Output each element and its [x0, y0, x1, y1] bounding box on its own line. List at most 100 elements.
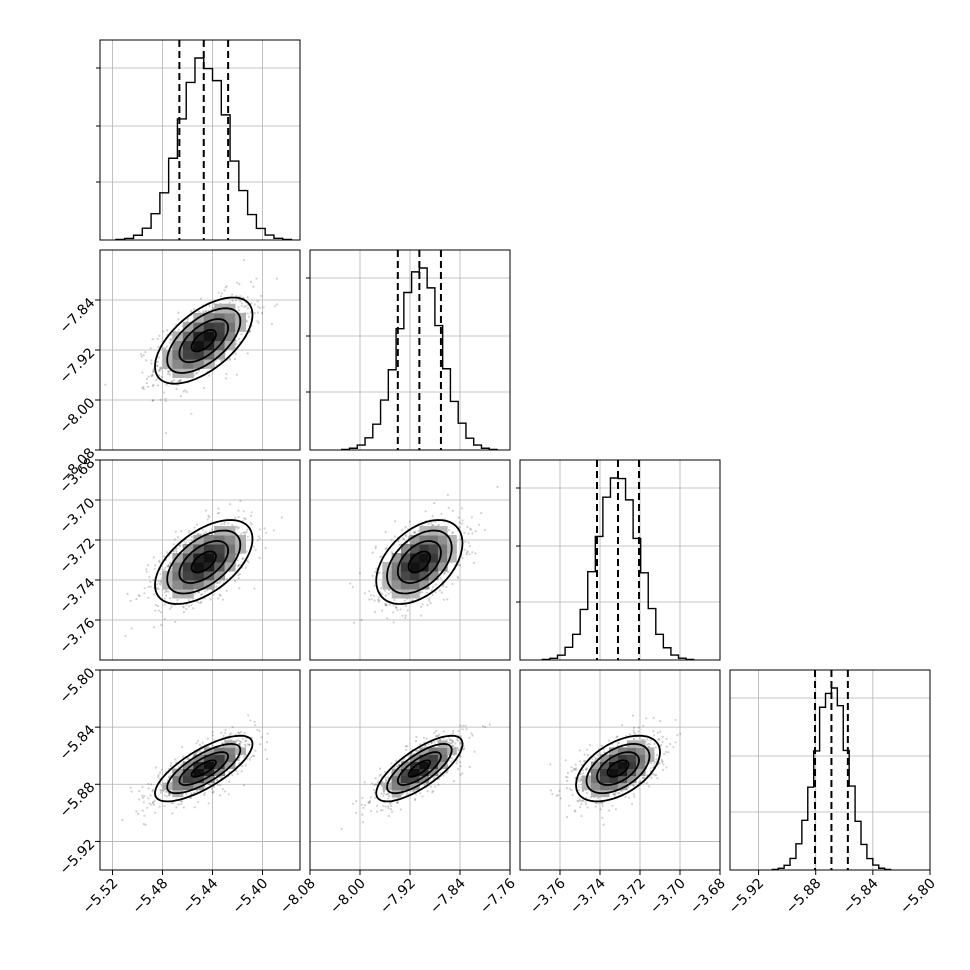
scatter-point	[397, 540, 400, 543]
scatter-point	[256, 539, 259, 542]
scatter-point	[179, 379, 182, 382]
scatter-point	[243, 531, 246, 534]
scatter-point	[148, 576, 151, 579]
scatter-point	[163, 804, 166, 808]
scatter-point	[157, 775, 160, 778]
scatter-point	[237, 731, 240, 734]
scatter-point	[470, 732, 473, 735]
scatter-point	[249, 280, 252, 284]
scatter-point	[419, 792, 422, 795]
scatter-point	[437, 783, 440, 786]
scatter-point	[152, 593, 156, 596]
scatter-point	[250, 756, 253, 759]
scatter-point	[236, 772, 239, 776]
scatter-point	[180, 803, 183, 806]
density-cells	[382, 740, 457, 798]
scatter-point	[385, 778, 388, 782]
scatter-point	[237, 564, 240, 567]
scatter-point	[422, 736, 426, 739]
density-cell	[193, 359, 205, 369]
scatter-point	[153, 626, 156, 629]
scatter-point	[235, 373, 239, 376]
density-cell	[193, 340, 205, 351]
scatter-point	[480, 511, 483, 515]
scatter-point	[170, 380, 173, 384]
scatter-point	[166, 795, 169, 798]
scatter-point	[354, 811, 357, 814]
scatter-point	[211, 730, 214, 733]
scatter-point	[238, 572, 241, 576]
scatter-point	[197, 310, 200, 313]
scatter-point	[433, 502, 436, 505]
scatter-point	[219, 794, 222, 797]
scatter-point	[465, 553, 468, 556]
scatter-point	[463, 548, 466, 551]
scatter-point	[143, 794, 146, 798]
scatter-point	[167, 590, 170, 593]
scatter-point	[163, 555, 166, 558]
scatter-point	[439, 577, 442, 580]
scatter-point	[421, 795, 424, 798]
scatter-point	[404, 616, 407, 620]
scatter-point	[273, 305, 276, 308]
scatter-point	[199, 297, 202, 300]
scatter-point	[392, 611, 395, 614]
scatter-point	[661, 761, 664, 764]
scatter-point	[147, 596, 150, 600]
scatter-point	[223, 522, 226, 526]
scatter-point	[185, 793, 188, 796]
scatter-point	[180, 745, 184, 749]
scatter-point	[391, 810, 394, 813]
scatter-point	[256, 320, 259, 323]
scatter-point	[374, 796, 377, 799]
scatter-point	[151, 399, 155, 402]
density-cell	[224, 312, 236, 323]
scatter-point	[142, 388, 146, 391]
scatter-point	[216, 783, 219, 787]
scatter-point	[154, 609, 157, 612]
panel-frame	[519, 459, 721, 661]
scatter-point	[262, 306, 265, 309]
scatter-point	[241, 737, 244, 740]
scatter-point	[429, 785, 432, 788]
scatter-point	[156, 364, 159, 367]
scatter-point	[141, 371, 144, 374]
scatter-point	[152, 578, 155, 582]
scatter-point	[272, 529, 275, 532]
scatter-point	[215, 363, 218, 367]
scatter-point	[376, 804, 379, 808]
scatter-point	[257, 305, 260, 308]
scatter-point	[218, 511, 221, 514]
scatter-point	[216, 778, 219, 782]
scatter-point	[253, 720, 256, 724]
scatter-point	[178, 545, 182, 548]
scatter-point	[466, 525, 469, 529]
scatter-point	[250, 523, 253, 526]
scatter-point	[147, 375, 150, 378]
scatter-point	[187, 599, 191, 602]
scatter-point	[470, 516, 473, 519]
scatter-point	[253, 587, 256, 590]
scatter-point	[236, 527, 239, 530]
scatter-point	[244, 764, 247, 767]
scatter-point	[143, 814, 146, 817]
scatter-point	[176, 536, 180, 539]
scatter-point	[210, 533, 213, 536]
scatter-point	[206, 589, 209, 592]
scatter-point	[402, 538, 405, 541]
scatter-point	[165, 551, 168, 554]
scatter-point	[370, 598, 373, 601]
scatter-point	[236, 281, 239, 284]
scatter-point	[467, 541, 470, 544]
scatter-point	[382, 805, 385, 808]
scatter-point	[165, 383, 168, 386]
scatter-point	[374, 547, 377, 550]
scatter-point	[340, 828, 343, 831]
scatter-point	[240, 770, 243, 773]
panel-frame	[99, 39, 301, 241]
scatter-point	[236, 525, 239, 528]
scatter-point	[198, 591, 201, 594]
scatter-point	[130, 790, 133, 793]
scatter-point	[256, 311, 259, 314]
scatter-point	[216, 512, 219, 515]
